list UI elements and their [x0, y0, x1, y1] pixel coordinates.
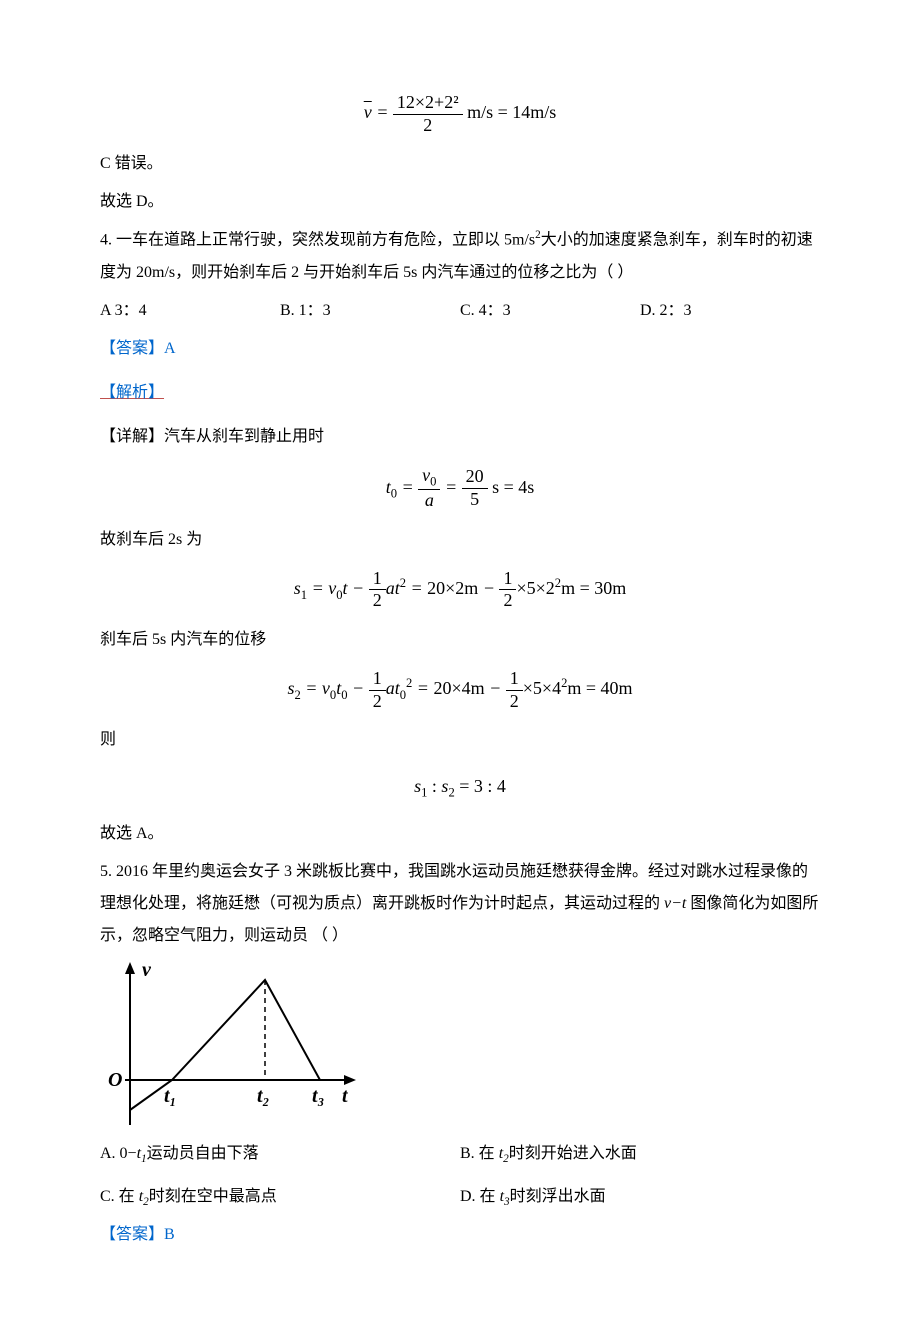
eq1-num: 12×2+2² — [397, 92, 459, 112]
q4-stem-part1: 4. 一车在道路上正常行驶，突然发现前方有危险，立即以 5m/s — [100, 232, 535, 249]
q5-option-c: C. 在 t2时刻在空中最高点 — [100, 1181, 460, 1214]
equation-t0: t0 = v0 a = 20 5 s = 4s — [100, 465, 820, 512]
text-c-wrong: C 错误。 — [100, 148, 820, 180]
vt-chart: v Ot₁ t₂ t₃ t — [100, 960, 360, 1130]
answer-label-2: 【答案】 — [100, 1226, 164, 1243]
q5-answer: 【答案】B — [100, 1219, 820, 1251]
answer-label: 【答案】 — [100, 340, 164, 357]
equation-s2: s2 = v0t0 − 12at02 = 20×4m − 12×5×42m = … — [100, 668, 820, 712]
q4-detail-text: 汽车从刹车到静止用时 — [164, 428, 324, 445]
q4-analysis-label: 【解析】 — [100, 377, 164, 409]
eq1-unit: m/s = 14m/s — [467, 102, 556, 122]
svg-text:t₂: t₂ — [257, 1085, 270, 1107]
text-choose-d: 故选 D。 — [100, 186, 820, 218]
q5-stem: 5. 2016 年里约奥运会女子 3 米跳板比赛中，我国跳水运动员施廷懋获得金牌… — [100, 856, 820, 952]
svg-text:t: t — [342, 1085, 349, 1107]
q4-detail-line: 【详解】汽车从刹车到静止用时 — [100, 421, 820, 453]
detail-label: 【详解】 — [100, 428, 164, 445]
q4-answer-value: A — [164, 340, 176, 357]
svg-text:v: v — [142, 960, 152, 981]
equation-vbar: v = 12×2+2² 2 m/s = 14m/s — [100, 92, 820, 136]
eq2-unit: s = 4s — [492, 476, 534, 496]
q4-line5: 故选 A。 — [100, 818, 820, 850]
q4-option-c: C. 4：3 — [460, 295, 640, 327]
q4-options: A 3：4 B. 1：3 C. 4：3 D. 2：3 — [100, 295, 820, 327]
q4-option-b: B. 1：3 — [280, 295, 460, 327]
q4-line2: 故刹车后 2s 为 — [100, 524, 820, 556]
q5-option-d: D. 在 t3时刻浮出水面 — [460, 1181, 820, 1214]
svg-text:t₃: t₃ — [312, 1085, 325, 1107]
q4-line4: 则 — [100, 724, 820, 756]
svg-text:t₁: t₁ — [164, 1085, 177, 1107]
q5-option-a: A. 0−t1运动员自由下落 — [100, 1138, 460, 1171]
equation-s1: s1 = v0t − 12at2 = 20×2m − 12×5×22m = 30… — [100, 568, 820, 612]
svg-text:O: O — [108, 1069, 122, 1091]
eq1-den: 2 — [423, 115, 432, 135]
q4-option-d: D. 2：3 — [640, 295, 820, 327]
q4-line3: 刹车后 5s 内汽车的位移 — [100, 624, 820, 656]
q5-options: A. 0−t1运动员自由下落 B. 在 t2时刻开始进入水面 C. 在 t2时刻… — [100, 1138, 820, 1213]
q4-option-a: A 3：4 — [100, 295, 280, 327]
q5-option-b: B. 在 t2时刻开始进入水面 — [460, 1138, 820, 1171]
eq2-num2: 20 — [466, 466, 484, 486]
q5-answer-value: B — [164, 1226, 175, 1243]
eq2-den2: 5 — [470, 489, 479, 509]
q5-stem-vt: v−t — [664, 895, 686, 912]
q4-stem: 4. 一车在道路上正常行驶，突然发现前方有危险，立即以 5m/s2大小的加速度紧… — [100, 224, 820, 288]
q4-answer: 【答案】A — [100, 333, 820, 365]
equation-ratio: s1 : s2 = 3 : 4 — [100, 768, 820, 806]
